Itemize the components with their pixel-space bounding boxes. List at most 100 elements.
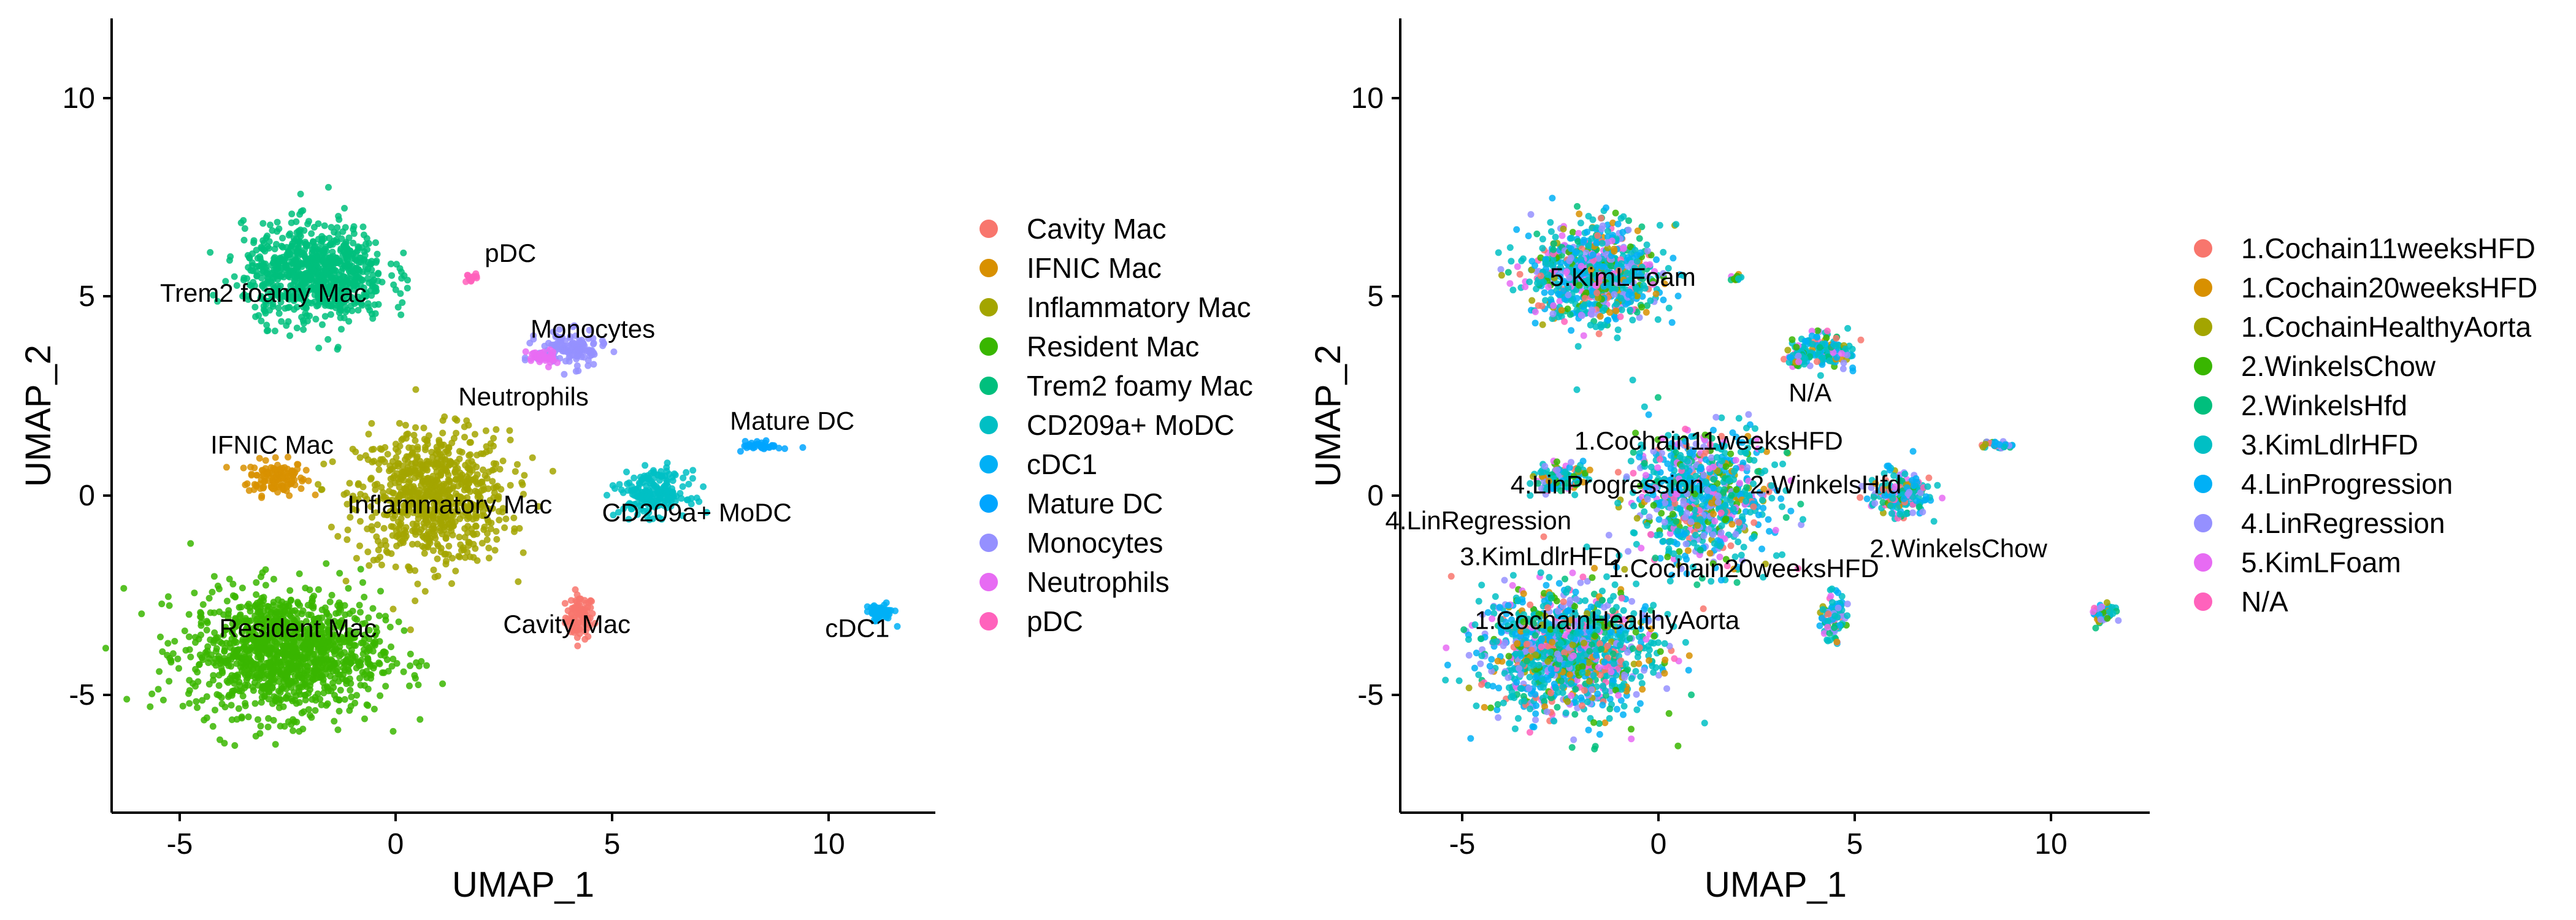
scatter-point bbox=[1633, 515, 1641, 522]
scatter-point bbox=[1714, 454, 1720, 461]
scatter-point bbox=[398, 469, 405, 475]
scatter-point bbox=[349, 445, 356, 453]
scatter-point bbox=[343, 500, 351, 508]
scatter-point bbox=[349, 607, 356, 615]
scatter-point bbox=[1750, 457, 1758, 464]
scatter-point bbox=[591, 619, 599, 627]
scatter-point bbox=[1758, 545, 1766, 553]
scatter-point bbox=[341, 667, 348, 674]
scatter-point bbox=[374, 250, 381, 258]
scatter-point bbox=[1568, 744, 1576, 751]
scatter-point bbox=[319, 673, 326, 680]
scatter-point bbox=[746, 443, 753, 450]
scatter-point bbox=[361, 251, 369, 259]
scatter-point bbox=[263, 612, 270, 619]
scatter-point bbox=[285, 602, 293, 610]
scatter-point bbox=[1714, 493, 1722, 500]
scatter-point bbox=[424, 461, 432, 469]
scatter-point bbox=[448, 527, 455, 534]
scatter-point bbox=[1638, 680, 1646, 687]
scatter-point bbox=[623, 469, 630, 475]
scatter-point bbox=[241, 225, 248, 232]
scatter-point bbox=[359, 579, 366, 586]
scatter-point bbox=[439, 680, 447, 688]
scatter-point bbox=[1579, 458, 1587, 465]
scatter-point bbox=[269, 700, 276, 707]
scatter-point bbox=[561, 370, 568, 378]
scatter-point bbox=[221, 648, 228, 655]
scatter-point bbox=[415, 662, 423, 670]
scatter-point bbox=[388, 643, 394, 651]
scatter-point bbox=[462, 554, 469, 561]
scatter-point bbox=[318, 623, 326, 630]
scatter-point bbox=[377, 588, 384, 595]
scatter-point bbox=[289, 716, 297, 723]
scatter-point bbox=[677, 489, 684, 497]
scatter-point bbox=[284, 651, 291, 658]
scatter-point bbox=[272, 741, 279, 748]
scatter-point bbox=[1647, 531, 1654, 538]
scatter-point bbox=[344, 653, 351, 661]
scatter-point bbox=[1529, 723, 1536, 730]
scatter-point bbox=[267, 221, 274, 229]
scatter-point bbox=[478, 540, 486, 547]
legend-label: pDC bbox=[1027, 605, 1083, 637]
scatter-point bbox=[356, 518, 364, 525]
scatter-point bbox=[1731, 467, 1738, 475]
scatter-point bbox=[294, 600, 302, 607]
scatter-point bbox=[209, 723, 217, 730]
scatter-point bbox=[587, 604, 594, 611]
scatter-point bbox=[271, 328, 278, 335]
scatter-point bbox=[459, 495, 467, 502]
scatter-point bbox=[1800, 516, 1806, 523]
scatter-point bbox=[393, 261, 400, 268]
scatter-point bbox=[1605, 532, 1612, 539]
scatter-point bbox=[477, 450, 485, 458]
scatter-point bbox=[251, 700, 259, 707]
scatter-point bbox=[349, 505, 356, 513]
scatter-point bbox=[336, 570, 343, 577]
scatter-point bbox=[390, 508, 397, 515]
left-x-axis-title: UMAP_1 bbox=[452, 865, 594, 905]
scatter-point bbox=[1570, 736, 1577, 743]
scatter-point bbox=[405, 479, 412, 486]
scatter-point bbox=[302, 239, 309, 246]
scatter-point bbox=[186, 646, 193, 653]
scatter-point bbox=[342, 309, 350, 316]
scatter-point bbox=[366, 307, 374, 314]
scatter-point bbox=[443, 447, 451, 454]
scatter-point bbox=[315, 344, 323, 351]
scatter-point bbox=[255, 665, 262, 672]
scatter-point bbox=[1669, 510, 1676, 518]
scatter-point bbox=[269, 669, 277, 677]
scatter-point bbox=[415, 681, 422, 689]
left-umap-panel: 10 5 0 -5 -5 0 5 10 UMAP_1 UMAP_2 pDCTre… bbox=[18, 18, 1253, 905]
scatter-point bbox=[394, 304, 402, 311]
scatter-point bbox=[389, 656, 397, 662]
scatter-point bbox=[1733, 486, 1740, 493]
scatter-point bbox=[310, 592, 318, 600]
scatter-point bbox=[239, 585, 246, 592]
scatter-point bbox=[296, 691, 304, 698]
scatter-point bbox=[355, 266, 362, 274]
scatter-point bbox=[466, 539, 473, 546]
scatter-point bbox=[425, 536, 432, 543]
scatter-point bbox=[512, 468, 519, 475]
scatter-point bbox=[380, 648, 388, 656]
scatter-point bbox=[399, 492, 407, 499]
scatter-point bbox=[364, 496, 370, 503]
scatter-point bbox=[368, 292, 375, 299]
scatter-point bbox=[1644, 522, 1651, 529]
scatter-point bbox=[383, 548, 390, 555]
scatter-point bbox=[1828, 585, 1836, 592]
scatter-point bbox=[340, 619, 348, 627]
scatter-point bbox=[228, 716, 236, 723]
scatter-point bbox=[368, 420, 375, 427]
scatter-point bbox=[578, 605, 585, 613]
scatter-point bbox=[402, 421, 409, 429]
scatter-point bbox=[281, 723, 288, 730]
legend-label: cDC1 bbox=[1027, 448, 1097, 480]
scatter-point bbox=[1728, 521, 1736, 528]
scatter-point bbox=[320, 461, 328, 467]
legend-color-dot bbox=[979, 534, 998, 552]
